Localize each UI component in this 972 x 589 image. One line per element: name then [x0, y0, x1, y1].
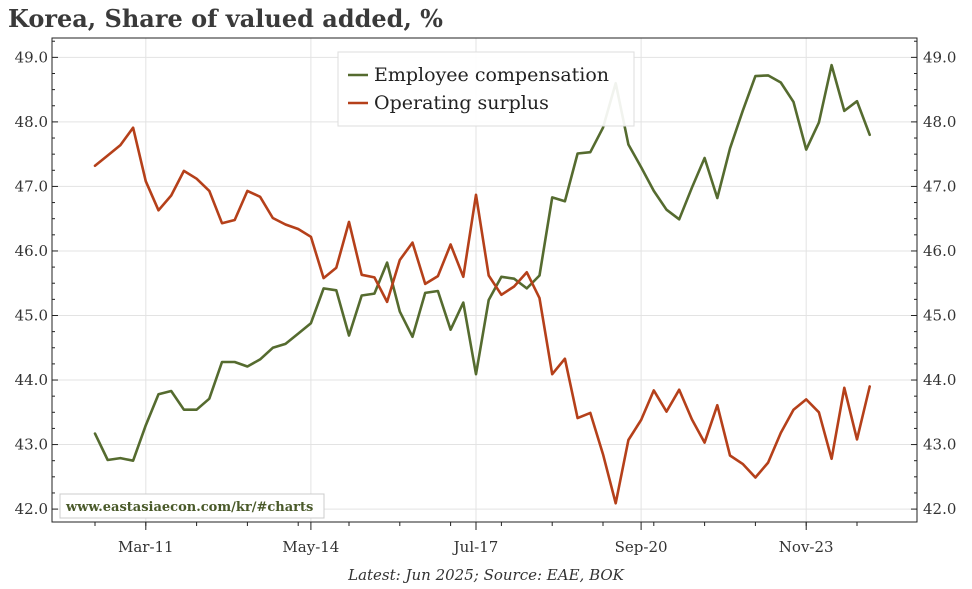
y-tick-label-right: 47.0 [923, 177, 956, 195]
left-y-axis: 42.0 43.0 44.0 45.0 46.0 47.0 48.0 49.0 [15, 40, 58, 518]
y-tick-label-left: 43.0 [15, 436, 48, 454]
watermark: www.eastasiaecon.com/kr/#charts [59, 493, 325, 519]
series-line-operating-surplus [93, 126, 872, 505]
source-note: Latest: Jun 2025; Source: EAE, BOK [348, 566, 624, 584]
chart-title: Korea, Share of valued added, % [8, 4, 443, 33]
x-tick-label: May-14 [282, 538, 339, 556]
watermark-box [59, 493, 325, 519]
legend: Employee compensation Operating surplus [337, 51, 635, 127]
x-tick-label: Sep-20 [615, 538, 668, 556]
x-tick-label: Jul-17 [452, 538, 499, 556]
plot-area-frame [51, 37, 918, 523]
x-tick-label: Mar-11 [118, 538, 174, 556]
y-tick-label-right: 42.0 [923, 500, 956, 518]
grid-lines [52, 38, 917, 522]
y-tick-label-left: 42.0 [15, 500, 48, 518]
series-line-employee-compensation [93, 63, 872, 463]
series-lines [93, 63, 872, 505]
y-tick-label-left: 47.0 [15, 177, 48, 195]
y-tick-label-right: 43.0 [923, 436, 956, 454]
y-tick-label-right: 45.0 [923, 306, 956, 324]
y-tick-label-left: 44.0 [15, 371, 48, 389]
y-tick-label-left: 49.0 [15, 48, 48, 66]
x-tick-label: Nov-23 [779, 538, 834, 556]
y-tick-label-left: 45.0 [15, 306, 48, 324]
y-tick-label-right: 46.0 [923, 242, 956, 260]
legend-label-operating-surplus: Operating surplus [374, 92, 549, 114]
y-tick-label-right: 48.0 [923, 113, 956, 131]
legend-label-employee-compensation: Employee compensation [374, 64, 609, 86]
legend-box [337, 51, 635, 127]
y-tick-label-right: 49.0 [923, 48, 956, 66]
y-tick-label-right: 44.0 [923, 371, 956, 389]
watermark-text: www.eastasiaecon.com/kr/#charts [65, 500, 313, 515]
right-y-axis: 42.0 43.0 44.0 45.0 46.0 47.0 48.0 49.0 [911, 40, 956, 518]
y-tick-label-left: 46.0 [15, 242, 48, 260]
x-axis: Mar-11 May-14 Jul-17 Sep-20 Nov-23 [94, 522, 858, 556]
y-tick-label-left: 48.0 [15, 113, 48, 131]
